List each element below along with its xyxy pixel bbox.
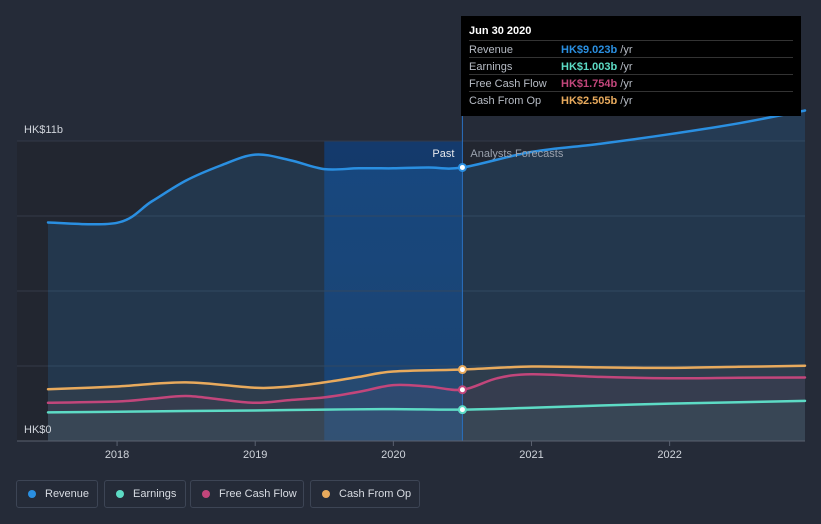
tooltip-value: HK$1.003b/yr — [561, 61, 633, 73]
cash-from-op-area — [48, 365, 805, 441]
tooltip-value: HK$2.505b/yr — [561, 95, 633, 107]
earnings-line — [46, 399, 807, 414]
legend-item-cash-from-op[interactable]: Cash From Op — [310, 480, 420, 508]
tooltip-value: HK$9.023b/yr — [561, 44, 633, 56]
legend-label: Earnings — [133, 488, 177, 500]
tooltip: Jun 30 2020 Revenue HK$9.023b/yr Earning… — [461, 16, 801, 116]
forecast-label: Analysts Forecasts — [470, 148, 563, 160]
revenue-line — [46, 109, 807, 226]
legend-item-revenue[interactable]: Revenue — [16, 480, 98, 508]
free-cash-flow-line — [46, 372, 807, 405]
free-cash-flow-area — [48, 374, 805, 441]
legend-label: Revenue — [45, 488, 90, 500]
x-tick-label: 2022 — [657, 449, 681, 461]
tooltip-value: HK$1.754b/yr — [561, 78, 633, 90]
y-axis-top-label: HK$11b — [24, 124, 63, 136]
x-tick-label: 2020 — [381, 449, 405, 461]
cash-from-op-dot-icon — [322, 490, 330, 498]
earnings-marker — [457, 405, 467, 415]
tooltip-row-earnings: Earnings HK$1.003b/yr — [469, 57, 793, 75]
x-tick-label: 2019 — [243, 449, 267, 461]
tooltip-label: Free Cash Flow — [469, 78, 547, 90]
legend-label: Cash From Op — [339, 488, 412, 500]
tooltip-row-free-cash-flow: Free Cash Flow HK$1.754b/yr — [469, 74, 793, 92]
tooltip-date: Jun 30 2020 — [469, 25, 532, 37]
revenue-dot-icon — [28, 490, 36, 498]
tooltip-label: Earnings — [469, 61, 513, 73]
revenue-area — [48, 110, 805, 441]
x-tick-label: 2021 — [519, 449, 543, 461]
legend-item-free-cash-flow[interactable]: Free Cash Flow — [190, 480, 304, 508]
cash-from-op-marker — [457, 365, 467, 375]
free-cash-flow-dot-icon — [202, 490, 210, 498]
tooltip-label: Revenue — [469, 44, 514, 56]
x-tick-label: 2018 — [105, 449, 129, 461]
earnings-dot-icon — [116, 490, 124, 498]
past-label: Past — [432, 148, 454, 160]
tooltip-row-cash-from-op: Cash From Op HK$2.505b/yr — [469, 91, 793, 109]
y-axis-bottom-label: HK$0 — [24, 424, 52, 436]
tooltip-label: Cash From Op — [469, 95, 542, 107]
tooltip-row-revenue: Revenue HK$9.023b/yr — [469, 40, 793, 58]
revenue-marker — [457, 162, 467, 172]
legend-label: Free Cash Flow — [219, 488, 297, 500]
free-cash-flow-marker — [457, 385, 467, 395]
legend-item-earnings[interactable]: Earnings — [104, 480, 186, 508]
cash-from-op-line — [46, 364, 807, 391]
